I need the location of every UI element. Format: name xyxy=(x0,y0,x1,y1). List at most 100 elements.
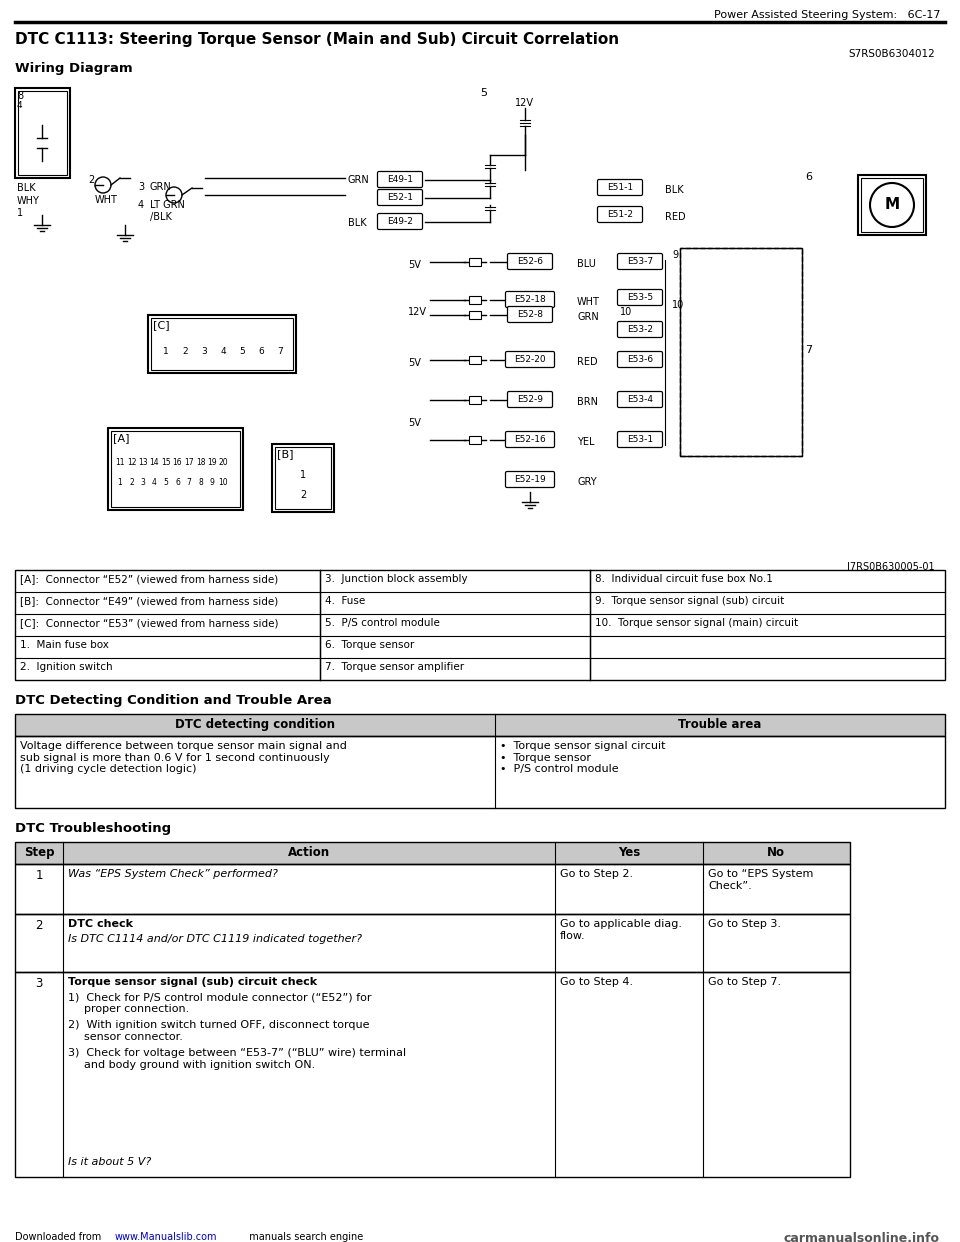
Text: manuals search engine: manuals search engine xyxy=(243,1232,363,1242)
Text: 4: 4 xyxy=(17,101,23,111)
Bar xyxy=(15,737,945,809)
Text: DTC Troubleshooting: DTC Troubleshooting xyxy=(15,822,171,835)
Text: 1: 1 xyxy=(118,478,122,487)
Text: E52-18: E52-18 xyxy=(515,296,546,304)
Text: 7: 7 xyxy=(277,347,283,356)
FancyBboxPatch shape xyxy=(377,214,422,230)
Text: [C]: [C] xyxy=(153,320,170,330)
Text: 5: 5 xyxy=(239,347,245,356)
Text: Trouble area: Trouble area xyxy=(679,718,761,732)
Text: 16: 16 xyxy=(173,458,182,467)
Text: E52-16: E52-16 xyxy=(515,435,546,443)
Text: [B]: [B] xyxy=(277,450,294,460)
Text: E52-20: E52-20 xyxy=(515,355,546,364)
Text: Go to Step 7.: Go to Step 7. xyxy=(708,977,781,987)
Bar xyxy=(272,443,334,512)
Text: LT GRN: LT GRN xyxy=(150,200,185,210)
Text: Was “EPS System Check” performed?: Was “EPS System Check” performed? xyxy=(68,869,277,879)
Text: 6: 6 xyxy=(805,171,812,183)
Text: E53-1: E53-1 xyxy=(627,435,653,443)
Text: 7: 7 xyxy=(805,345,812,355)
Text: BLK: BLK xyxy=(665,185,684,195)
Text: RED: RED xyxy=(665,212,685,222)
Text: [B]:  Connector “E49” (viewed from harness side): [B]: Connector “E49” (viewed from harnes… xyxy=(20,596,278,606)
Text: Go to Step 2.: Go to Step 2. xyxy=(560,869,634,879)
Text: Voltage difference between torque sensor main signal and
sub signal is more than: Voltage difference between torque sensor… xyxy=(20,741,347,774)
FancyBboxPatch shape xyxy=(506,472,555,488)
Bar xyxy=(861,178,923,232)
Text: 8: 8 xyxy=(17,91,23,101)
Text: 5V: 5V xyxy=(408,260,420,270)
Text: 14: 14 xyxy=(150,458,159,467)
Text: E49-1: E49-1 xyxy=(387,175,413,184)
Bar xyxy=(469,356,481,364)
Bar xyxy=(15,864,850,914)
Text: 9: 9 xyxy=(209,478,214,487)
Text: Step: Step xyxy=(24,846,55,859)
FancyBboxPatch shape xyxy=(617,431,662,447)
Text: 3)  Check for voltage between “E53-7” (“BLU” wire) terminal: 3) Check for voltage between “E53-7” (“B… xyxy=(68,1048,406,1058)
Text: [A]: [A] xyxy=(113,433,130,443)
Text: BLK: BLK xyxy=(348,219,367,229)
FancyBboxPatch shape xyxy=(617,253,662,270)
Text: E53-2: E53-2 xyxy=(627,325,653,334)
Text: 8.  Individual circuit fuse box No.1: 8. Individual circuit fuse box No.1 xyxy=(595,574,773,584)
Text: Is it about 5 V?: Is it about 5 V? xyxy=(68,1158,152,1167)
Text: [A]:  Connector “E52” (viewed from harness side): [A]: Connector “E52” (viewed from harnes… xyxy=(20,574,278,584)
Text: 15: 15 xyxy=(161,458,171,467)
Text: 3: 3 xyxy=(202,347,206,356)
FancyBboxPatch shape xyxy=(617,289,662,306)
Text: 1: 1 xyxy=(300,469,306,479)
Text: E49-2: E49-2 xyxy=(387,217,413,226)
Text: E52-9: E52-9 xyxy=(517,395,543,404)
Bar xyxy=(15,914,850,972)
Text: 10: 10 xyxy=(672,301,684,310)
Text: /BLK: /BLK xyxy=(150,212,172,222)
Text: 2: 2 xyxy=(130,478,133,487)
Bar xyxy=(111,431,240,507)
Text: E52-6: E52-6 xyxy=(517,257,543,266)
FancyBboxPatch shape xyxy=(506,351,555,368)
Text: 13: 13 xyxy=(138,458,148,467)
Text: 10.  Torque sensor signal (main) circuit: 10. Torque sensor signal (main) circuit xyxy=(595,619,798,628)
Text: 2: 2 xyxy=(36,919,43,932)
Text: 12V: 12V xyxy=(408,307,427,317)
Text: E51-1: E51-1 xyxy=(607,183,633,193)
Bar xyxy=(148,315,296,373)
Text: E53-4: E53-4 xyxy=(627,395,653,404)
Text: proper connection.: proper connection. xyxy=(84,1004,189,1013)
Bar xyxy=(15,570,945,681)
Text: I7RS0B630005-01: I7RS0B630005-01 xyxy=(848,561,935,573)
Text: 2)  With ignition switch turned OFF, disconnect torque: 2) With ignition switch turned OFF, disc… xyxy=(68,1020,370,1030)
Text: 12: 12 xyxy=(127,458,136,467)
FancyBboxPatch shape xyxy=(377,190,422,205)
Text: 4.  Fuse: 4. Fuse xyxy=(325,596,365,606)
Text: E52-8: E52-8 xyxy=(517,310,543,319)
Text: E51-2: E51-2 xyxy=(607,210,633,219)
Text: 7.  Torque sensor amplifier: 7. Torque sensor amplifier xyxy=(325,662,464,672)
Bar xyxy=(680,248,802,456)
Text: 3: 3 xyxy=(36,977,42,990)
Text: WHT: WHT xyxy=(577,297,600,307)
Text: 8: 8 xyxy=(198,478,203,487)
Text: 5V: 5V xyxy=(408,358,420,368)
Text: sensor connector.: sensor connector. xyxy=(84,1032,182,1042)
Text: GRN: GRN xyxy=(577,312,599,322)
Text: 6: 6 xyxy=(175,478,180,487)
Text: DTC check: DTC check xyxy=(68,919,133,929)
Text: 1.  Main fuse box: 1. Main fuse box xyxy=(20,640,108,650)
Text: E52-19: E52-19 xyxy=(515,474,546,484)
Text: Yes: Yes xyxy=(618,846,640,859)
Bar xyxy=(469,296,481,304)
Text: Downloaded from: Downloaded from xyxy=(15,1232,105,1242)
Text: BRN: BRN xyxy=(577,397,598,407)
Text: 5.  P/S control module: 5. P/S control module xyxy=(325,619,440,628)
Text: 9.  Torque sensor signal (sub) circuit: 9. Torque sensor signal (sub) circuit xyxy=(595,596,784,606)
FancyBboxPatch shape xyxy=(597,180,642,195)
FancyBboxPatch shape xyxy=(617,391,662,407)
FancyBboxPatch shape xyxy=(377,171,422,188)
Bar xyxy=(275,447,331,509)
Text: E53-5: E53-5 xyxy=(627,293,653,302)
Text: 3.  Junction block assembly: 3. Junction block assembly xyxy=(325,574,468,584)
Text: 17: 17 xyxy=(184,458,194,467)
